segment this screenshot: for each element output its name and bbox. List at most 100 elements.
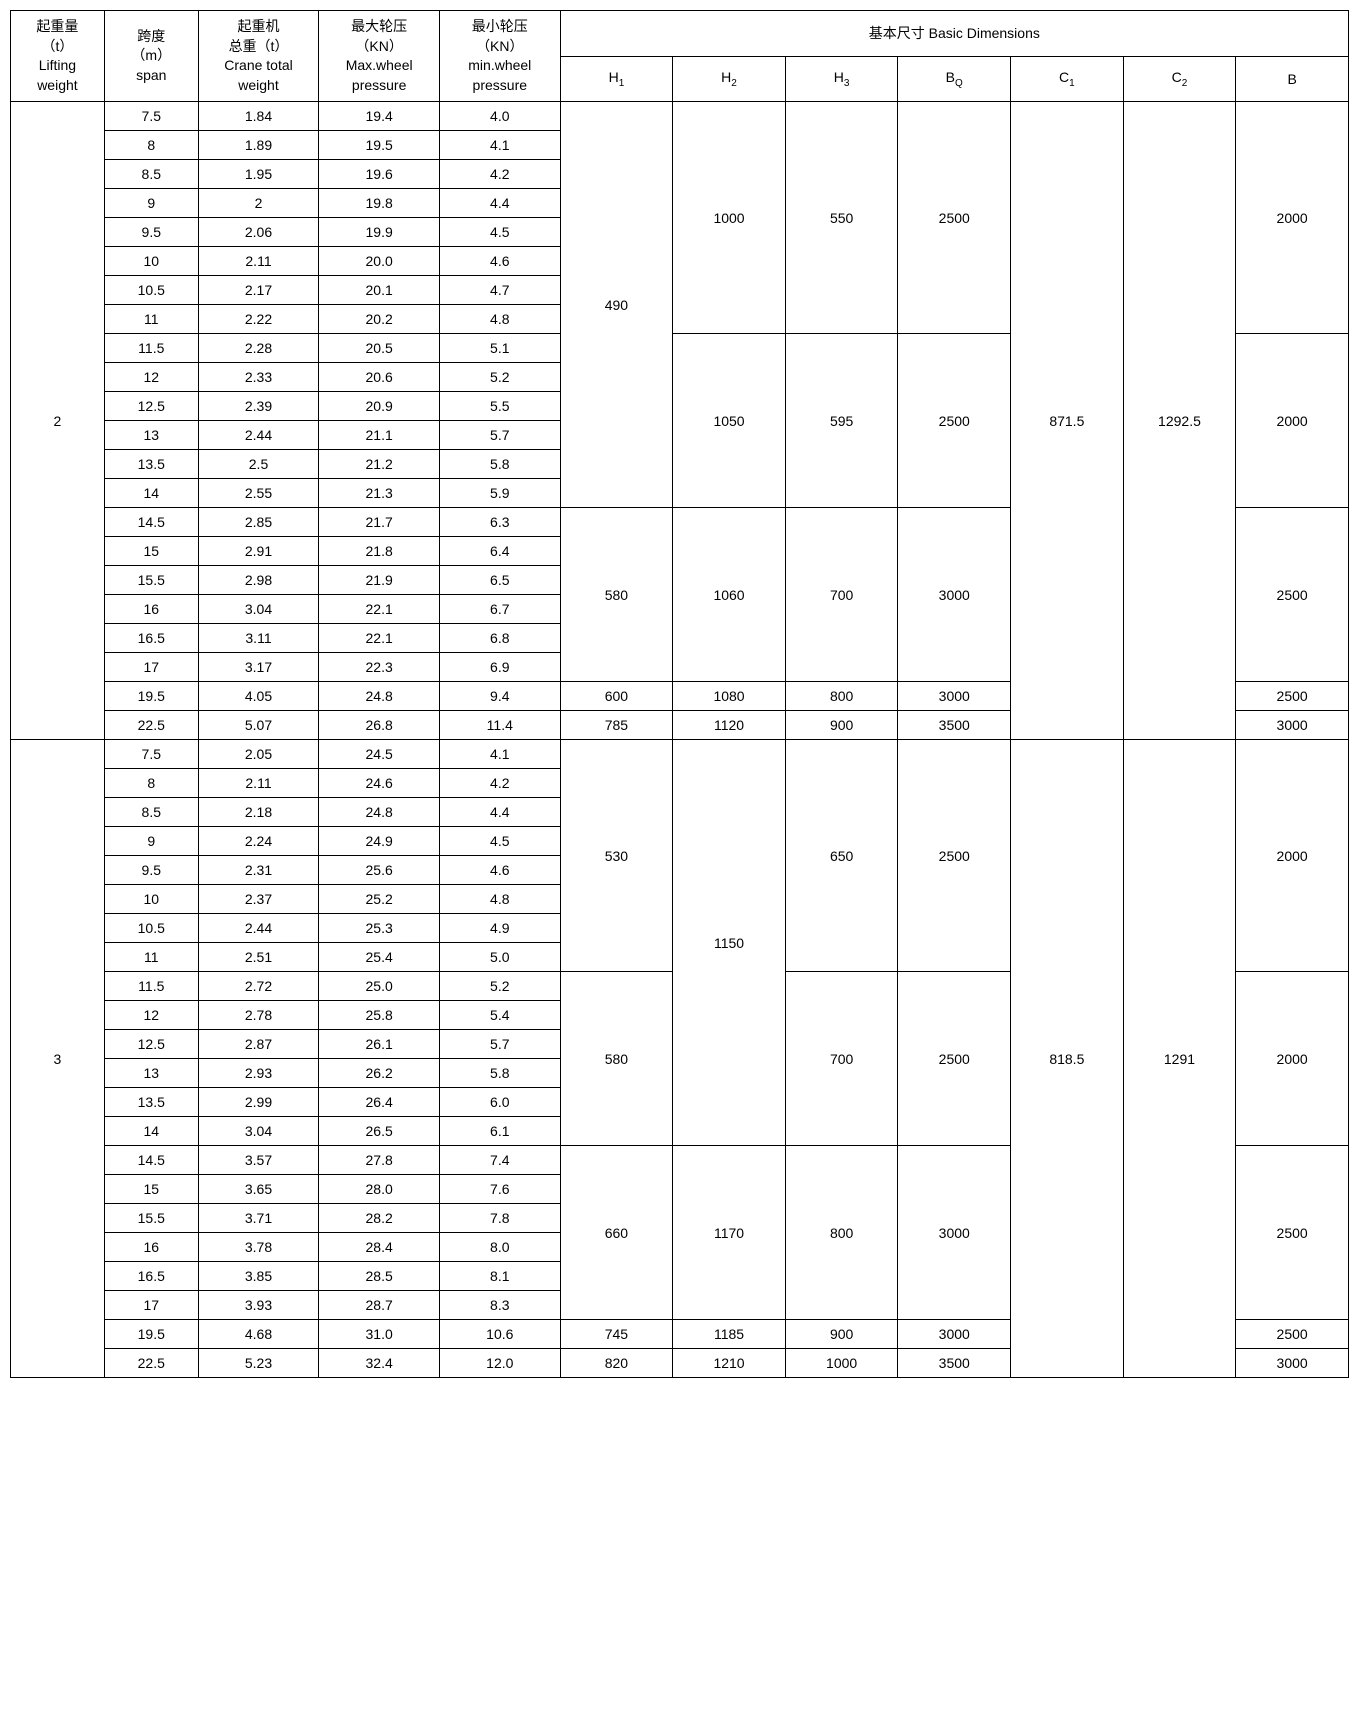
cell-total-weight: 2.78: [198, 1001, 319, 1030]
cell-span: 7.5: [104, 102, 198, 131]
cell-h1: 580: [560, 972, 673, 1146]
cell-min-wheel: 4.1: [439, 740, 560, 769]
cell-max-wheel: 26.5: [319, 1117, 440, 1146]
cell-span: 9.5: [104, 218, 198, 247]
cell-span: 12.5: [104, 1030, 198, 1059]
cell-max-wheel: 26.8: [319, 711, 440, 740]
cell-total-weight: 2.55: [198, 479, 319, 508]
cell-c1: 818.5: [1011, 740, 1124, 1378]
cell-span: 8.5: [104, 160, 198, 189]
cell-min-wheel: 6.7: [439, 595, 560, 624]
cell-h2: 1210: [673, 1349, 786, 1378]
cell-h2: 1170: [673, 1146, 786, 1320]
cell-max-wheel: 21.1: [319, 421, 440, 450]
cell-max-wheel: 22.1: [319, 624, 440, 653]
cell-total-weight: 1.95: [198, 160, 319, 189]
cell-span: 8.5: [104, 798, 198, 827]
cell-total-weight: 2.37: [198, 885, 319, 914]
table-row: 37.52.0524.54.153011506502500818.5129120…: [11, 740, 1349, 769]
cell-total-weight: 1.84: [198, 102, 319, 131]
cell-b: 2500: [1236, 682, 1349, 711]
cell-c1: 871.5: [1011, 102, 1124, 740]
cell-total-weight: 2.11: [198, 247, 319, 276]
cell-span: 17: [104, 1291, 198, 1320]
cell-max-wheel: 26.1: [319, 1030, 440, 1059]
cell-total-weight: 2.85: [198, 508, 319, 537]
cell-b: 2000: [1236, 102, 1349, 334]
cell-span: 11: [104, 943, 198, 972]
cell-h3: 900: [785, 711, 898, 740]
cell-total-weight: 4.05: [198, 682, 319, 711]
cell-max-wheel: 25.4: [319, 943, 440, 972]
cell-min-wheel: 4.1: [439, 131, 560, 160]
cell-span: 14: [104, 479, 198, 508]
cell-span: 11: [104, 305, 198, 334]
cell-h3: 900: [785, 1320, 898, 1349]
cell-span: 19.5: [104, 682, 198, 711]
cell-min-wheel: 7.4: [439, 1146, 560, 1175]
header-min-wheel: 最小轮压（KN）min.wheelpressure: [439, 11, 560, 102]
cell-h1: 785: [560, 711, 673, 740]
cell-max-wheel: 26.2: [319, 1059, 440, 1088]
cell-span: 16.5: [104, 624, 198, 653]
cell-min-wheel: 6.4: [439, 537, 560, 566]
cell-total-weight: 2.17: [198, 276, 319, 305]
table-header: 起重量（t）Liftingweight 跨度（m）span 起重机总重（t）Cr…: [11, 11, 1349, 102]
cell-h3: 700: [785, 972, 898, 1146]
cell-total-weight: 4.68: [198, 1320, 319, 1349]
cell-max-wheel: 24.5: [319, 740, 440, 769]
cell-max-wheel: 19.6: [319, 160, 440, 189]
crane-spec-table: 起重量（t）Liftingweight 跨度（m）span 起重机总重（t）Cr…: [10, 10, 1349, 1378]
cell-min-wheel: 8.3: [439, 1291, 560, 1320]
cell-span: 15: [104, 537, 198, 566]
cell-h2: 1185: [673, 1320, 786, 1349]
cell-h1: 660: [560, 1146, 673, 1320]
cell-total-weight: 3.57: [198, 1146, 319, 1175]
cell-min-wheel: 5.8: [439, 1059, 560, 1088]
cell-b: 2000: [1236, 972, 1349, 1146]
cell-bq: 3000: [898, 682, 1011, 711]
cell-span: 11.5: [104, 334, 198, 363]
cell-max-wheel: 24.9: [319, 827, 440, 856]
cell-span: 22.5: [104, 1349, 198, 1378]
cell-max-wheel: 28.0: [319, 1175, 440, 1204]
cell-min-wheel: 6.9: [439, 653, 560, 682]
cell-span: 14: [104, 1117, 198, 1146]
cell-min-wheel: 4.6: [439, 247, 560, 276]
cell-total-weight: 3.17: [198, 653, 319, 682]
header-h3: H3: [785, 56, 898, 102]
cell-min-wheel: 6.1: [439, 1117, 560, 1146]
cell-max-wheel: 25.0: [319, 972, 440, 1001]
cell-total-weight: 2.31: [198, 856, 319, 885]
cell-max-wheel: 21.2: [319, 450, 440, 479]
cell-max-wheel: 28.5: [319, 1262, 440, 1291]
cell-total-weight: 2.24: [198, 827, 319, 856]
cell-span: 7.5: [104, 740, 198, 769]
cell-h2: 1050: [673, 334, 786, 508]
cell-h1: 820: [560, 1349, 673, 1378]
cell-bq: 2500: [898, 740, 1011, 972]
cell-min-wheel: 4.8: [439, 885, 560, 914]
header-h1: H1: [560, 56, 673, 102]
cell-bq: 3000: [898, 508, 1011, 682]
cell-max-wheel: 20.6: [319, 363, 440, 392]
cell-total-weight: 2.18: [198, 798, 319, 827]
cell-total-weight: 2.91: [198, 537, 319, 566]
cell-total-weight: 2.06: [198, 218, 319, 247]
cell-min-wheel: 4.6: [439, 856, 560, 885]
cell-span: 15: [104, 1175, 198, 1204]
cell-h2: 1000: [673, 102, 786, 334]
cell-max-wheel: 25.2: [319, 885, 440, 914]
cell-min-wheel: 5.2: [439, 363, 560, 392]
cell-span: 9: [104, 827, 198, 856]
cell-max-wheel: 20.5: [319, 334, 440, 363]
cell-h3: 800: [785, 1146, 898, 1320]
cell-total-weight: 2.72: [198, 972, 319, 1001]
cell-max-wheel: 19.5: [319, 131, 440, 160]
cell-total-weight: 3.93: [198, 1291, 319, 1320]
cell-h1: 600: [560, 682, 673, 711]
cell-min-wheel: 5.4: [439, 1001, 560, 1030]
cell-lifting: 2: [11, 102, 105, 740]
cell-span: 9.5: [104, 856, 198, 885]
cell-max-wheel: 28.7: [319, 1291, 440, 1320]
